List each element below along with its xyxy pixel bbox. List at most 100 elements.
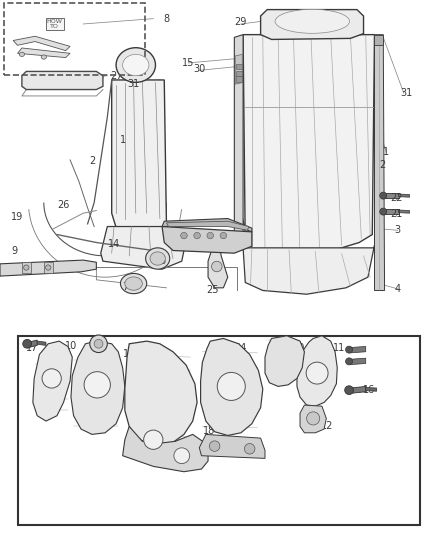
Circle shape bbox=[307, 412, 320, 425]
Circle shape bbox=[94, 340, 103, 348]
Text: 16: 16 bbox=[363, 385, 375, 395]
Text: 20: 20 bbox=[293, 343, 305, 352]
Ellipse shape bbox=[145, 248, 170, 269]
Circle shape bbox=[209, 441, 220, 451]
Text: 2: 2 bbox=[379, 160, 385, 170]
Polygon shape bbox=[199, 434, 265, 458]
Polygon shape bbox=[18, 48, 70, 58]
Text: 11: 11 bbox=[333, 343, 346, 352]
Text: HOW
TO: HOW TO bbox=[47, 19, 63, 29]
Text: 13: 13 bbox=[123, 350, 135, 359]
Text: 3: 3 bbox=[395, 225, 401, 235]
Polygon shape bbox=[101, 227, 184, 269]
Text: 4: 4 bbox=[395, 284, 401, 294]
Ellipse shape bbox=[116, 48, 155, 83]
Polygon shape bbox=[208, 243, 228, 288]
Text: 12: 12 bbox=[321, 422, 334, 431]
Circle shape bbox=[24, 265, 29, 270]
Bar bbox=[18, 336, 420, 525]
Polygon shape bbox=[71, 341, 125, 434]
Ellipse shape bbox=[19, 52, 25, 56]
Polygon shape bbox=[350, 358, 366, 365]
Circle shape bbox=[346, 358, 353, 365]
Ellipse shape bbox=[194, 232, 200, 239]
Text: 8: 8 bbox=[163, 14, 170, 23]
Text: 1: 1 bbox=[120, 135, 126, 144]
Circle shape bbox=[46, 265, 51, 270]
Polygon shape bbox=[22, 262, 31, 273]
Circle shape bbox=[174, 448, 190, 464]
Ellipse shape bbox=[220, 232, 227, 239]
Polygon shape bbox=[112, 80, 166, 245]
Polygon shape bbox=[399, 194, 410, 197]
Polygon shape bbox=[33, 341, 72, 421]
Polygon shape bbox=[22, 71, 103, 90]
Polygon shape bbox=[243, 35, 374, 261]
Ellipse shape bbox=[120, 273, 147, 294]
Circle shape bbox=[212, 261, 222, 272]
Ellipse shape bbox=[41, 55, 46, 59]
Text: 15: 15 bbox=[182, 58, 194, 68]
Text: 27: 27 bbox=[110, 71, 122, 80]
Text: 1: 1 bbox=[383, 147, 389, 157]
Polygon shape bbox=[265, 336, 304, 386]
Circle shape bbox=[380, 192, 387, 199]
Polygon shape bbox=[236, 71, 242, 76]
Bar bbox=[4, 3, 145, 75]
Polygon shape bbox=[162, 227, 252, 253]
Text: 21: 21 bbox=[390, 209, 403, 219]
Text: 31: 31 bbox=[400, 88, 413, 98]
Polygon shape bbox=[234, 35, 243, 251]
Circle shape bbox=[144, 430, 163, 449]
Text: 31: 31 bbox=[127, 79, 140, 88]
Polygon shape bbox=[13, 36, 70, 51]
Polygon shape bbox=[235, 54, 242, 84]
Circle shape bbox=[380, 208, 387, 215]
Polygon shape bbox=[350, 346, 366, 353]
Polygon shape bbox=[44, 262, 53, 273]
Polygon shape bbox=[166, 221, 249, 230]
Polygon shape bbox=[162, 219, 252, 232]
Text: 14: 14 bbox=[108, 239, 120, 248]
Polygon shape bbox=[236, 64, 242, 69]
Polygon shape bbox=[123, 426, 208, 472]
Polygon shape bbox=[37, 341, 46, 345]
Ellipse shape bbox=[150, 252, 166, 265]
Text: 7: 7 bbox=[122, 282, 128, 292]
Polygon shape bbox=[381, 209, 399, 214]
Text: 5: 5 bbox=[174, 238, 180, 247]
Polygon shape bbox=[300, 405, 326, 433]
Text: 18: 18 bbox=[203, 426, 215, 435]
Circle shape bbox=[345, 386, 353, 394]
Text: 9: 9 bbox=[11, 246, 17, 255]
Circle shape bbox=[306, 362, 328, 384]
Polygon shape bbox=[28, 340, 37, 348]
Text: 25: 25 bbox=[206, 286, 219, 295]
Polygon shape bbox=[201, 338, 263, 435]
Ellipse shape bbox=[275, 9, 350, 33]
Polygon shape bbox=[297, 336, 337, 406]
Polygon shape bbox=[366, 387, 377, 391]
Polygon shape bbox=[374, 35, 383, 45]
Circle shape bbox=[217, 373, 245, 400]
Ellipse shape bbox=[123, 54, 149, 76]
Text: 24: 24 bbox=[234, 343, 246, 352]
Text: 19: 19 bbox=[11, 213, 23, 222]
Polygon shape bbox=[399, 210, 410, 213]
Text: 30: 30 bbox=[193, 64, 205, 74]
Polygon shape bbox=[125, 341, 197, 445]
Polygon shape bbox=[243, 245, 374, 294]
Polygon shape bbox=[350, 386, 366, 393]
Text: 17: 17 bbox=[26, 343, 38, 352]
Polygon shape bbox=[261, 10, 364, 39]
Ellipse shape bbox=[180, 232, 187, 239]
Text: 10: 10 bbox=[65, 342, 77, 351]
Text: 6: 6 bbox=[159, 256, 165, 266]
Circle shape bbox=[84, 372, 110, 398]
Circle shape bbox=[23, 340, 32, 348]
Ellipse shape bbox=[125, 277, 142, 290]
Polygon shape bbox=[0, 260, 96, 276]
Polygon shape bbox=[236, 76, 242, 82]
Ellipse shape bbox=[207, 232, 213, 239]
Text: 2: 2 bbox=[89, 156, 95, 166]
